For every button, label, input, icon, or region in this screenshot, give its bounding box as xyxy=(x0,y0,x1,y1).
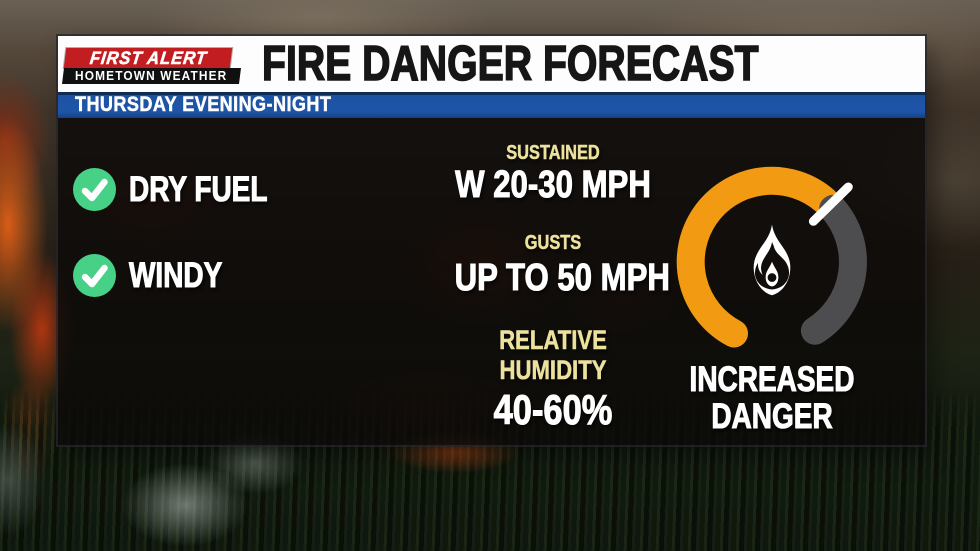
gauge-arc-gray xyxy=(800,194,867,345)
wind-info-column: SUSTAINED W 20-30 MPH GUSTS UP TO 50 MPH… xyxy=(433,118,673,445)
brand-badge-top: FIRST ALERT xyxy=(63,47,233,68)
gusts-value: UP TO 50 MPH xyxy=(454,256,670,299)
forecast-panel-group: FIRST ALERT HOMETOWN WEATHER FIRE DANGER… xyxy=(58,36,925,445)
gauge-needle xyxy=(808,182,853,226)
brand-top-label: FIRST ALERT xyxy=(88,47,208,68)
gusts-label: GUSTS xyxy=(524,232,582,255)
check-icon xyxy=(73,168,116,211)
condition-row-windy: WINDY xyxy=(73,254,246,297)
fire-danger-gauge xyxy=(676,166,867,348)
brand-badge: FIRST ALERT HOMETOWN WEATHER xyxy=(62,47,245,84)
humidity-label-line1: RELATIVE xyxy=(499,325,607,356)
sustained-value: W 20-30 MPH xyxy=(455,163,652,206)
page-title: FIRE DANGER FORECAST xyxy=(261,36,759,92)
humidity-label-line2: HUMIDITY xyxy=(499,355,607,386)
condition-label: WINDY xyxy=(129,255,223,295)
brand-badge-bottom: HOMETOWN WEATHER xyxy=(62,68,241,84)
check-icon xyxy=(73,254,116,297)
date-bar-label: THURSDAY EVENING-NIGHT xyxy=(75,93,332,117)
danger-level-label: INCREASED DANGER xyxy=(689,360,855,436)
humidity-value: 40-60% xyxy=(493,385,613,433)
flame-icon xyxy=(753,224,791,296)
sustained-label: SUSTAINED xyxy=(506,142,600,165)
condition-label: DRY FUEL xyxy=(129,169,268,209)
content-panel: DRY FUEL WINDY SUSTAINED W 20-30 MPH GUS… xyxy=(58,118,925,445)
brand-bottom-label: HOMETOWN WEATHER xyxy=(75,69,228,83)
date-bar: THURSDAY EVENING-NIGHT xyxy=(58,92,925,118)
condition-row-dry-fuel: DRY FUEL xyxy=(73,168,302,211)
title-bar: FIRST ALERT HOMETOWN WEATHER FIRE DANGER… xyxy=(58,36,925,92)
gauge-arc-orange xyxy=(676,166,840,348)
